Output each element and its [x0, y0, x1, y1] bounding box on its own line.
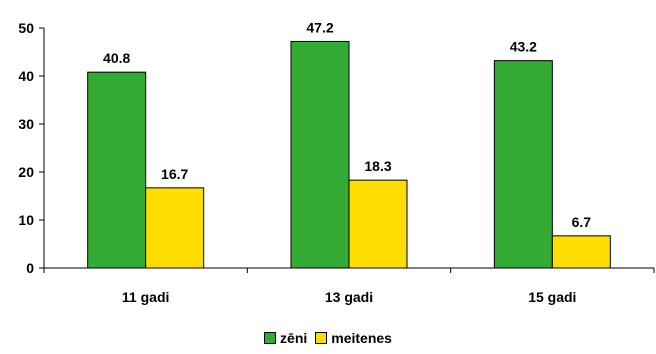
legend: zēni meitenes [0, 330, 656, 346]
x-tick-label: 11 gadi [122, 289, 169, 305]
bar-chart: 0 10 20 30 40 50 11 gadi 13 gadi 15 gadi 40.8 16… [18, 19, 655, 305]
legend-label-boys: zēni [280, 330, 308, 346]
y-tick-label: 20 [18, 164, 34, 180]
data-label: 18.3 [364, 158, 391, 174]
data-labels-group: 40.8 16.7 47.2 18.3 43.2 6.7 [103, 19, 591, 229]
data-label: 6.7 [572, 214, 592, 230]
legend-swatch-girls [315, 332, 328, 344]
bar-boys [290, 40, 350, 269]
y-tick-label: 40 [18, 68, 34, 84]
data-label: 40.8 [103, 50, 130, 66]
bar-girls [348, 179, 408, 269]
bar-boys [87, 71, 147, 269]
data-label: 47.2 [306, 19, 333, 35]
y-tick-label: 0 [26, 260, 34, 276]
y-axis-ticks: 0 10 20 30 40 50 [18, 20, 44, 276]
bar-boys [493, 60, 553, 269]
legend-label-girls: meitenes [331, 330, 392, 346]
x-axis-ticks: 11 gadi 13 gadi 15 gadi [43, 268, 655, 305]
y-tick-label: 50 [18, 20, 34, 36]
bars-group [87, 40, 611, 269]
data-label: 16.7 [161, 166, 188, 182]
legend-swatch-boys [264, 332, 277, 344]
y-tick-label: 30 [18, 116, 34, 132]
legend-item-girls: meitenes [315, 330, 392, 346]
x-tick-label: 13 gadi [325, 289, 373, 305]
x-tick-label: 15 gadi [528, 289, 576, 305]
y-tick-label: 10 [18, 212, 34, 228]
data-label: 43.2 [510, 39, 537, 55]
bar-girls [145, 187, 205, 269]
bar-girls [551, 235, 611, 269]
legend-item-boys: zēni [264, 330, 307, 346]
